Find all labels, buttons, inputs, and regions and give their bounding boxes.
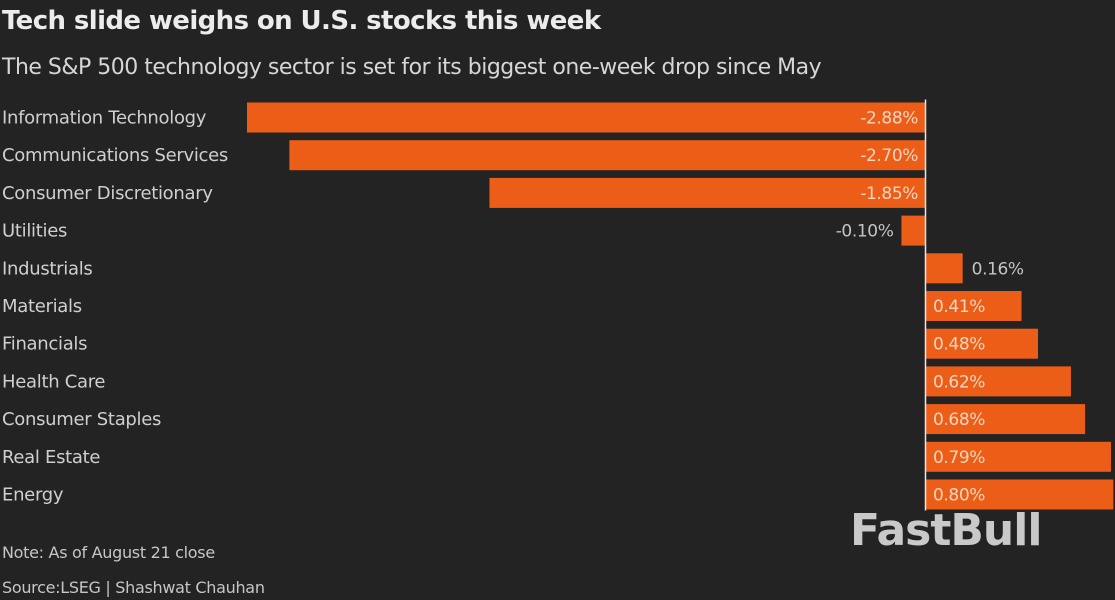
category-label-consumer-discretionary: Consumer Discretionary <box>2 183 213 204</box>
bar-health-care <box>925 366 1071 397</box>
value-label-financials: 0.48% <box>933 335 985 355</box>
chart-subtitle: The S&P 500 technology sector is set for… <box>2 55 822 80</box>
chart-source: Source:LSEG | Shashwat Chauhan <box>2 578 265 597</box>
bar-information-technology <box>247 102 925 133</box>
value-label-materials: 0.41% <box>933 297 985 317</box>
chart-title: Tech slide weighs on U.S. stocks this we… <box>2 6 601 36</box>
category-label-industrials: Industrials <box>2 258 93 279</box>
fastbull-watermark-logo: FastBull <box>850 505 1042 556</box>
category-label-energy: Energy <box>2 485 64 506</box>
bar-energy <box>925 479 1114 510</box>
value-label-real-estate: 0.79% <box>933 448 985 468</box>
bar-consumer-staples <box>925 404 1086 435</box>
value-label-health-care: 0.62% <box>933 372 985 392</box>
category-label-communications-services: Communications Services <box>2 145 228 166</box>
bar-communications-services <box>289 140 925 171</box>
bar-industrials <box>925 253 963 284</box>
category-label-health-care: Health Care <box>2 371 105 392</box>
bar-real-estate <box>925 441 1111 472</box>
category-label-information-technology: Information Technology <box>2 108 207 129</box>
value-label-consumer-staples: 0.68% <box>933 410 985 430</box>
category-label-real-estate: Real Estate <box>2 447 100 468</box>
labels-layer: Information Technology -2.88% Communicatio… <box>2 108 1024 506</box>
value-label-industrials: 0.16% <box>972 259 1024 279</box>
category-label-utilities: Utilities <box>2 221 67 242</box>
chart-note: Note: As of August 21 close <box>2 543 215 562</box>
bars-layer <box>247 102 1114 510</box>
value-label-consumer-discretionary: -1.85% <box>860 184 918 204</box>
category-label-consumer-staples: Consumer Staples <box>2 409 161 430</box>
value-label-energy: 0.80% <box>933 486 985 506</box>
bar-utilities <box>901 215 925 246</box>
value-label-communications-services: -2.70% <box>860 146 918 166</box>
bar-consumer-discretionary <box>489 177 925 208</box>
value-label-information-technology: -2.88% <box>860 109 918 129</box>
value-label-utilities: -0.10% <box>836 222 894 242</box>
category-label-materials: Materials <box>2 296 82 317</box>
bar-materials <box>925 291 1022 321</box>
category-label-financials: Financials <box>2 334 87 355</box>
bar-financials <box>925 328 1038 359</box>
